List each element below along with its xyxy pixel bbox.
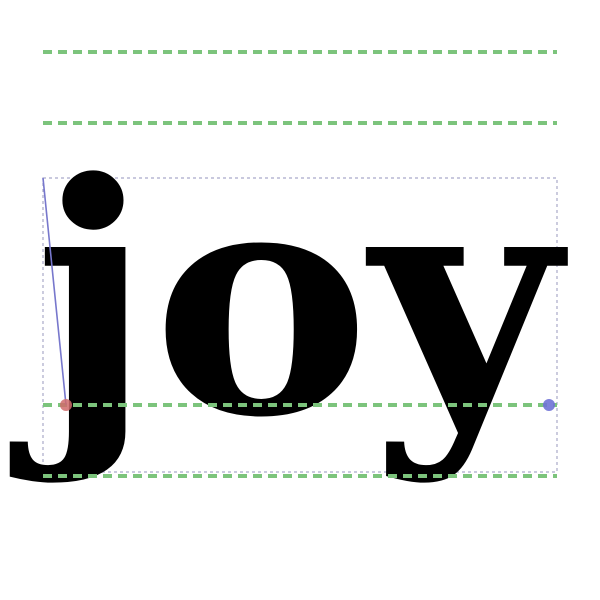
text-bounding-box xyxy=(42,177,558,473)
pen-position-line xyxy=(42,177,67,406)
origin-point xyxy=(60,399,72,411)
word-glyphs: joy xyxy=(8,113,569,487)
advance-point xyxy=(543,399,555,411)
